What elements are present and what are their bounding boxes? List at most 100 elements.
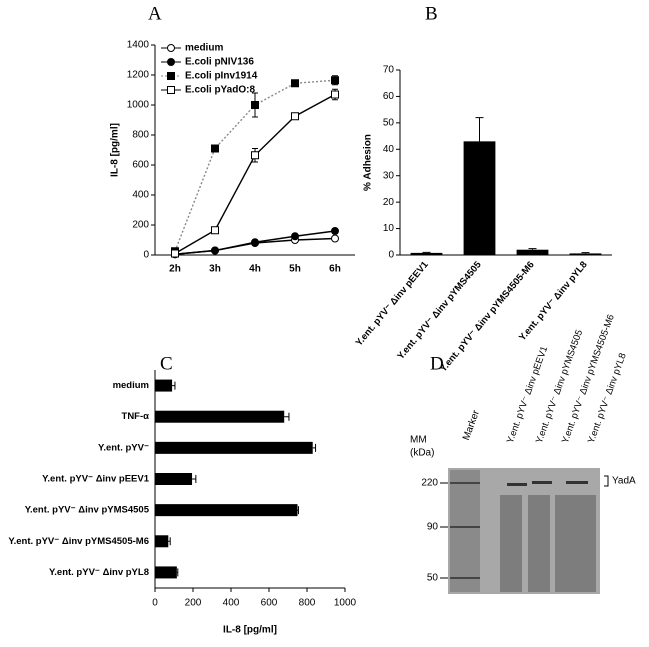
y-tick-label: Y.ent. pYV⁻ Δinv pEEV1 bbox=[42, 474, 150, 485]
marker bbox=[251, 151, 259, 160]
x-tick-label: 4h bbox=[249, 264, 261, 275]
marker bbox=[291, 112, 299, 121]
marker bbox=[291, 79, 299, 88]
y-tick-label: 50 bbox=[383, 117, 395, 128]
y-tick-label: 40 bbox=[383, 144, 395, 155]
bar bbox=[569, 253, 602, 255]
marker bbox=[167, 58, 175, 66]
error-bar bbox=[284, 412, 290, 421]
gel-lane bbox=[570, 495, 596, 592]
y-tick-label: Y.ent. pYV⁻ Δinv pYMS4505-M6 bbox=[8, 536, 149, 547]
panel-label: B bbox=[425, 3, 438, 24]
bar bbox=[155, 504, 298, 517]
y-tick-label: 0 bbox=[388, 250, 394, 261]
gel-band bbox=[532, 481, 552, 484]
marker bbox=[251, 238, 259, 247]
y-axis-title: IL-8 [pg/ml] bbox=[110, 123, 121, 177]
y-tick-label: 400 bbox=[132, 190, 149, 201]
x-tick-label: 2h bbox=[169, 264, 181, 275]
marker bbox=[331, 90, 339, 99]
gel-band bbox=[507, 483, 527, 486]
y-tick-label: 800 bbox=[132, 130, 149, 141]
bar bbox=[155, 535, 169, 548]
marker bbox=[211, 226, 219, 235]
bar bbox=[410, 252, 443, 255]
error-bar bbox=[475, 117, 484, 142]
y-tick-label: 200 bbox=[132, 220, 149, 231]
y-tick-label: 1400 bbox=[127, 40, 150, 51]
x-tick-label: 800 bbox=[299, 598, 316, 609]
y-tick-label: 20 bbox=[383, 197, 395, 208]
gel-band bbox=[450, 526, 480, 528]
y-tick-label: 1200 bbox=[127, 70, 150, 81]
bar bbox=[155, 441, 313, 454]
error-bar bbox=[297, 506, 299, 515]
legend-label: E.coli pInv1914 bbox=[185, 71, 258, 82]
legend-label: medium bbox=[185, 43, 223, 54]
marker bbox=[167, 86, 175, 94]
gel-lane bbox=[500, 495, 522, 592]
marker bbox=[251, 101, 259, 109]
y-tick-label: 60 bbox=[383, 91, 395, 102]
y-tick-label: 600 bbox=[132, 160, 149, 171]
marker bbox=[167, 44, 175, 52]
x-tick-label: 5h bbox=[289, 264, 301, 275]
size-label: 50 bbox=[427, 573, 439, 584]
bar bbox=[155, 410, 285, 423]
x-tick-label: 0 bbox=[152, 598, 158, 609]
y-tick-label: 0 bbox=[143, 250, 149, 261]
legend-label: E.coli pNIV136 bbox=[185, 57, 254, 68]
size-label: 220 bbox=[421, 478, 438, 489]
marker bbox=[291, 232, 299, 241]
error-bar bbox=[176, 568, 179, 577]
gel-panel: D MM (kDa) Marker Y.ent. pYV⁻ Δinv pEEV1… bbox=[410, 313, 636, 594]
y-tick-label: 10 bbox=[383, 223, 395, 234]
error-bar bbox=[528, 248, 537, 250]
bar bbox=[155, 566, 177, 579]
panel-label: D bbox=[430, 353, 444, 374]
marker bbox=[171, 249, 179, 258]
y-tick-label: 30 bbox=[383, 170, 395, 181]
legend-label: E.coli pYadO:8 bbox=[185, 85, 255, 96]
bar bbox=[516, 249, 549, 255]
x-tick-label: Y.ent. pYV⁻ Δinv pYMS4505-M6 bbox=[438, 259, 537, 374]
marker bbox=[211, 144, 219, 153]
error-bar bbox=[168, 537, 171, 546]
y-tick-label: medium bbox=[113, 380, 149, 391]
error-bar bbox=[422, 251, 431, 253]
x-tick-label: 200 bbox=[185, 598, 202, 609]
error-bar bbox=[581, 252, 590, 254]
y-tick-label: Y.ent. pYV⁻ Δinv pYL8 bbox=[49, 567, 149, 578]
y-tick-label: 70 bbox=[383, 65, 395, 76]
error-bar bbox=[172, 381, 176, 390]
bracket bbox=[604, 475, 609, 487]
y-tick-label: Y.ent. pYV⁻ Δinv pYMS4505 bbox=[25, 505, 150, 516]
gel-lane bbox=[450, 470, 480, 592]
marker bbox=[211, 246, 219, 255]
band-label: YadA bbox=[612, 476, 636, 487]
y-axis-title: % Adhesion bbox=[363, 134, 374, 191]
error-bar bbox=[312, 443, 317, 452]
x-axis-title: IL-8 [pg/ml] bbox=[223, 625, 277, 636]
gel-band bbox=[450, 482, 480, 484]
bar bbox=[463, 141, 496, 255]
y-tick-label: Y.ent. pYV⁻ bbox=[98, 442, 149, 453]
panel-label: C bbox=[160, 353, 173, 374]
marker bbox=[331, 234, 339, 243]
mm-label: MM bbox=[410, 435, 427, 446]
size-label: 90 bbox=[427, 522, 439, 533]
panel-label: A bbox=[148, 3, 162, 24]
y-tick-label: TNF-α bbox=[122, 411, 150, 422]
gel-lane bbox=[528, 495, 550, 592]
marker bbox=[331, 76, 339, 85]
series-line bbox=[174, 93, 336, 255]
x-tick-label: 1000 bbox=[334, 598, 357, 609]
y-tick-label: 1000 bbox=[127, 100, 150, 111]
bar bbox=[155, 473, 193, 485]
marker bbox=[167, 72, 175, 80]
lane-label: Marker bbox=[461, 408, 482, 442]
x-tick-label: 400 bbox=[223, 598, 240, 609]
gel-band bbox=[566, 481, 588, 484]
x-tick-label: 3h bbox=[209, 264, 221, 275]
